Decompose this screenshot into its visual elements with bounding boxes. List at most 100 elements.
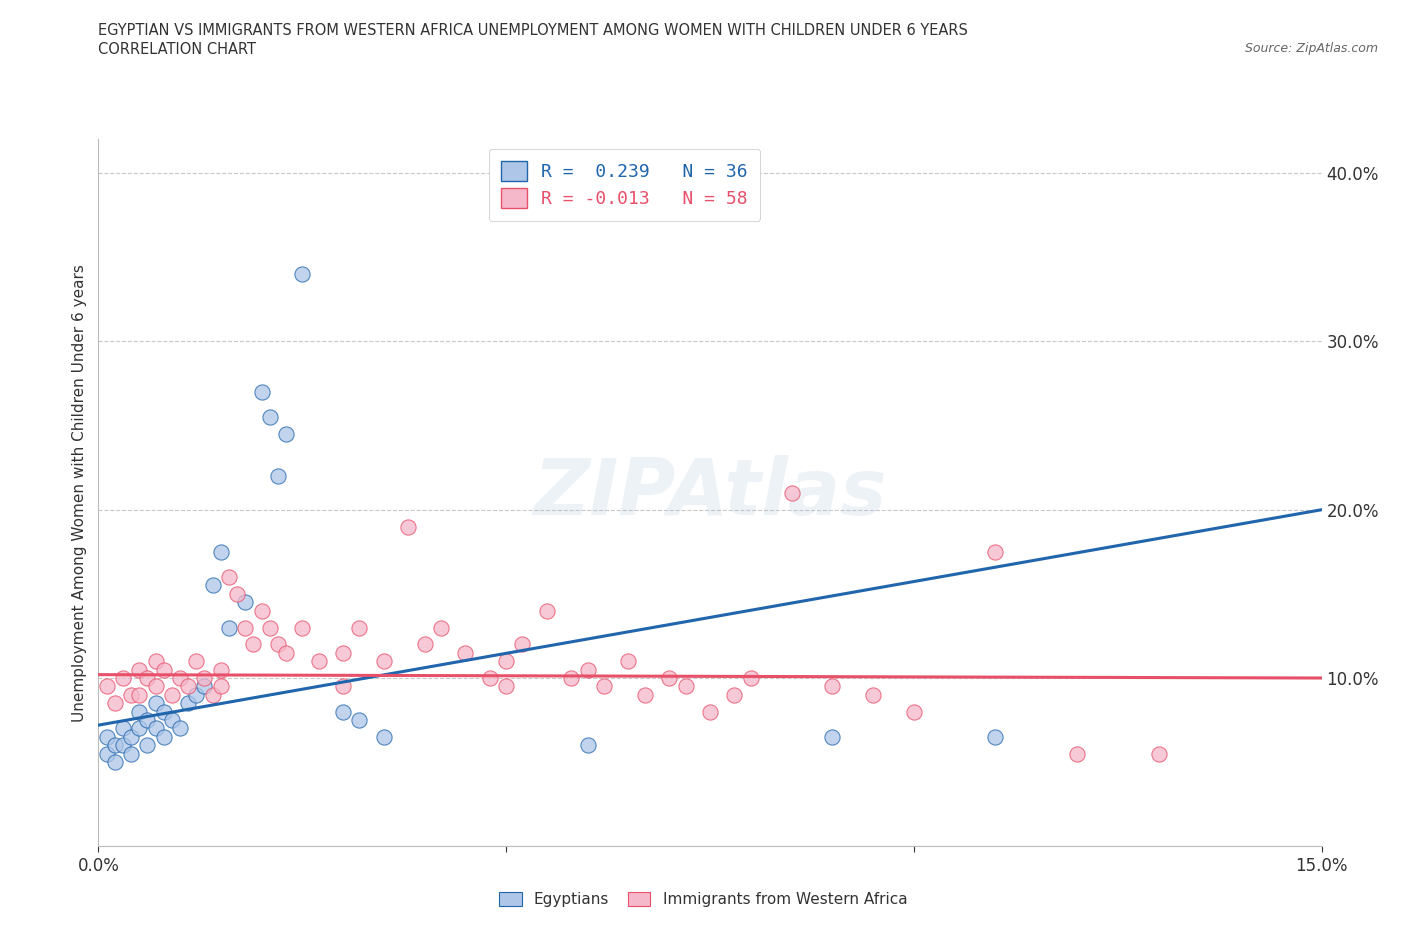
Point (145, 679, 167, 694)
Point (201, 578, 224, 593)
Point (267, 469, 290, 484)
Point (104, 737, 127, 752)
Point (186, 687, 208, 702)
Point (177, 696, 200, 711)
Point (209, 662, 232, 677)
Point (512, 637, 534, 652)
Point (186, 654, 208, 669)
Point (984, 544, 1007, 559)
Point (218, 620, 240, 635)
Point (96, 746, 118, 761)
Point (984, 729, 1007, 744)
Point (128, 662, 150, 677)
Point (332, 645, 354, 660)
Point (560, 671, 582, 685)
Point (1066, 746, 1088, 761)
Point (96, 679, 118, 694)
Point (658, 671, 681, 685)
Point (821, 729, 844, 744)
Point (136, 671, 159, 685)
Point (576, 737, 599, 752)
Point (169, 721, 191, 736)
Point (209, 544, 232, 559)
Point (152, 704, 174, 719)
Point (218, 569, 240, 584)
Text: Source: ZipAtlas.com: Source: ZipAtlas.com (1244, 42, 1378, 55)
Point (120, 687, 142, 702)
Point (259, 620, 281, 635)
Point (209, 679, 232, 694)
Point (780, 485, 803, 500)
Point (291, 620, 314, 635)
Point (233, 595, 256, 610)
Point (104, 755, 127, 770)
Point (169, 671, 191, 685)
Point (259, 410, 281, 425)
Point (111, 721, 134, 736)
Point (454, 645, 477, 660)
Point (136, 737, 159, 752)
Point (128, 687, 150, 702)
Point (128, 704, 150, 719)
Point (96, 729, 118, 744)
Point (862, 687, 884, 702)
Point (617, 654, 640, 669)
Point (160, 712, 183, 727)
Point (903, 704, 925, 719)
Point (177, 679, 200, 694)
Point (250, 384, 273, 399)
Point (111, 671, 134, 685)
Point (120, 729, 142, 744)
Point (495, 679, 517, 694)
Point (111, 737, 134, 752)
Point (145, 721, 167, 736)
Point (274, 645, 297, 660)
Text: EGYPTIAN VS IMMIGRANTS FROM WESTERN AFRICA UNEMPLOYMENT AMONG WOMEN WITH CHILDRE: EGYPTIAN VS IMMIGRANTS FROM WESTERN AFRI… (98, 23, 969, 38)
Point (740, 671, 762, 685)
Point (193, 671, 215, 685)
Point (495, 654, 517, 669)
Point (250, 604, 273, 618)
Point (576, 662, 599, 677)
Point (723, 687, 745, 702)
Point (201, 687, 224, 702)
Point (536, 604, 558, 618)
Point (267, 637, 290, 652)
Point (128, 721, 150, 736)
Point (226, 587, 249, 602)
Point (396, 519, 419, 534)
Point (145, 696, 167, 711)
Point (233, 620, 256, 635)
Point (699, 704, 721, 719)
Y-axis label: Unemployment Among Women with Children Under 6 years: Unemployment Among Women with Children U… (72, 264, 87, 722)
Text: ZIPAtlas: ZIPAtlas (533, 455, 887, 531)
Point (104, 696, 127, 711)
Point (193, 679, 215, 694)
Point (160, 687, 183, 702)
Point (675, 679, 697, 694)
Point (332, 704, 354, 719)
Point (291, 267, 314, 282)
Point (1147, 746, 1170, 761)
Point (373, 729, 395, 744)
Point (373, 654, 395, 669)
Point (593, 679, 616, 694)
Point (478, 671, 501, 685)
Point (634, 687, 657, 702)
Point (136, 712, 159, 727)
Point (821, 679, 844, 694)
Point (152, 729, 174, 744)
Point (349, 620, 371, 635)
Point (332, 679, 354, 694)
Legend: R =  0.239   N = 36, R = -0.013   N = 58: R = 0.239 N = 36, R = -0.013 N = 58 (489, 149, 761, 220)
Point (308, 654, 330, 669)
Point (274, 427, 297, 442)
Point (413, 637, 436, 652)
Point (430, 620, 453, 635)
Point (145, 654, 167, 669)
Text: CORRELATION CHART: CORRELATION CHART (98, 42, 256, 57)
Point (120, 746, 142, 761)
Legend: Egyptians, Immigrants from Western Africa: Egyptians, Immigrants from Western Afric… (492, 885, 914, 913)
Point (152, 662, 174, 677)
Point (349, 712, 371, 727)
